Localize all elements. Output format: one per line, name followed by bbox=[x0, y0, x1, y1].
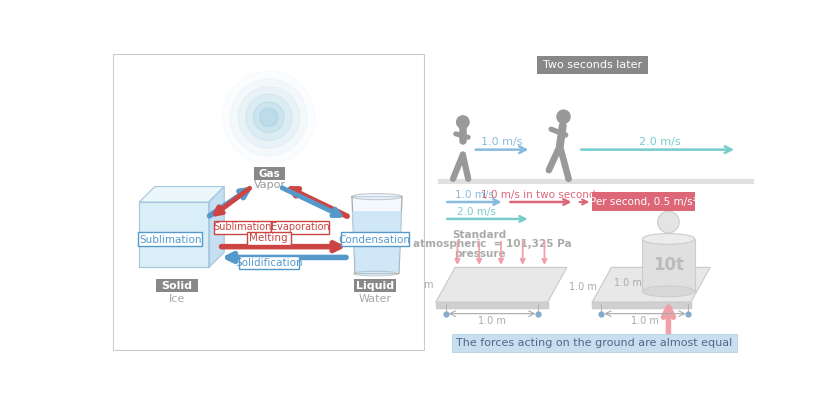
Text: Sublimation: Sublimation bbox=[139, 235, 202, 245]
Ellipse shape bbox=[643, 234, 695, 244]
Text: Melting: Melting bbox=[249, 233, 288, 243]
Circle shape bbox=[254, 102, 284, 133]
FancyBboxPatch shape bbox=[139, 232, 202, 246]
Text: Two seconds later: Two seconds later bbox=[543, 60, 642, 70]
Circle shape bbox=[557, 110, 570, 123]
Polygon shape bbox=[592, 268, 710, 302]
Ellipse shape bbox=[352, 194, 402, 200]
FancyBboxPatch shape bbox=[255, 166, 285, 180]
Text: 1.0 m: 1.0 m bbox=[631, 316, 659, 326]
FancyBboxPatch shape bbox=[438, 179, 754, 184]
Polygon shape bbox=[139, 186, 224, 202]
Text: 1.0 m/s in two seconds: 1.0 m/s in two seconds bbox=[480, 190, 601, 200]
Text: Evaporation: Evaporation bbox=[271, 222, 330, 232]
FancyBboxPatch shape bbox=[643, 239, 695, 291]
FancyBboxPatch shape bbox=[452, 334, 737, 352]
Text: Sublimation: Sublimation bbox=[213, 222, 272, 232]
Polygon shape bbox=[352, 197, 402, 274]
Circle shape bbox=[658, 211, 680, 233]
Polygon shape bbox=[139, 202, 209, 268]
Polygon shape bbox=[436, 302, 548, 308]
FancyBboxPatch shape bbox=[247, 232, 291, 245]
Text: 1.0 m/s: 1.0 m/s bbox=[455, 190, 494, 200]
Text: Gas: Gas bbox=[259, 168, 281, 178]
Text: Solid: Solid bbox=[161, 281, 192, 291]
Polygon shape bbox=[592, 302, 690, 308]
FancyBboxPatch shape bbox=[239, 256, 299, 269]
Polygon shape bbox=[353, 212, 402, 271]
Text: 1.0 m: 1.0 m bbox=[570, 282, 597, 292]
Text: Condensation: Condensation bbox=[339, 235, 410, 245]
Text: Solidification: Solidification bbox=[235, 258, 302, 268]
FancyBboxPatch shape bbox=[156, 279, 198, 292]
Text: 1.0 m/s: 1.0 m/s bbox=[481, 137, 522, 147]
Ellipse shape bbox=[643, 286, 695, 297]
Circle shape bbox=[246, 94, 292, 140]
Text: 1.0 m: 1.0 m bbox=[478, 316, 506, 326]
Polygon shape bbox=[209, 186, 224, 268]
Text: Ice: Ice bbox=[169, 294, 186, 304]
Ellipse shape bbox=[354, 271, 397, 276]
Text: pressure: pressure bbox=[454, 248, 506, 258]
Circle shape bbox=[260, 108, 278, 126]
Text: 2.0 m/s: 2.0 m/s bbox=[458, 207, 496, 217]
FancyBboxPatch shape bbox=[341, 232, 408, 246]
Circle shape bbox=[457, 116, 469, 128]
Text: Standard: Standard bbox=[453, 230, 507, 240]
FancyBboxPatch shape bbox=[354, 279, 396, 292]
FancyBboxPatch shape bbox=[592, 192, 696, 211]
Circle shape bbox=[230, 79, 307, 156]
Text: Water: Water bbox=[359, 294, 391, 304]
FancyBboxPatch shape bbox=[213, 221, 271, 234]
FancyBboxPatch shape bbox=[271, 221, 329, 234]
Text: Per second, 0.5 m/s²: Per second, 0.5 m/s² bbox=[591, 197, 697, 207]
Text: Liquid: Liquid bbox=[356, 281, 394, 291]
Text: m: m bbox=[423, 280, 433, 290]
Text: 1.0 m: 1.0 m bbox=[614, 278, 642, 288]
FancyBboxPatch shape bbox=[662, 216, 675, 228]
Circle shape bbox=[238, 86, 300, 148]
Text: Vapor: Vapor bbox=[254, 180, 286, 190]
Text: 2.0 m/s: 2.0 m/s bbox=[639, 137, 680, 147]
Text: atmospheric  = 101,325 Pa: atmospheric = 101,325 Pa bbox=[412, 239, 571, 249]
Text: 10t: 10t bbox=[653, 256, 684, 274]
FancyBboxPatch shape bbox=[537, 56, 648, 74]
Text: The forces acting on the ground are almost equal: The forces acting on the ground are almo… bbox=[456, 338, 732, 348]
Ellipse shape bbox=[662, 226, 675, 231]
FancyBboxPatch shape bbox=[113, 54, 424, 350]
Polygon shape bbox=[436, 268, 567, 302]
